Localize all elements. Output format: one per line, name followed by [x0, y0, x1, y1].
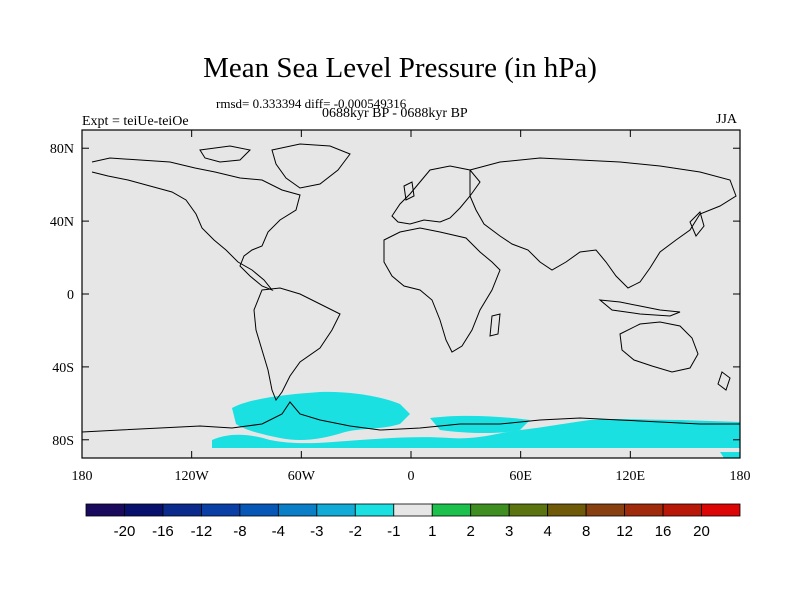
- colorbar-label: -3: [310, 523, 323, 540]
- colorbar-box: [470, 503, 510, 517]
- period-text: 0688kyr BP - 0688kyr BP: [322, 106, 468, 121]
- experiment-label: Expt = teiUe-teiOe: [82, 114, 189, 129]
- coast-uk: [403, 181, 415, 201]
- colorbar-box: [662, 503, 702, 517]
- colorbar-box: [508, 503, 549, 517]
- x-tick-label: 60W: [288, 469, 316, 484]
- stats-text: rmsd= 0.333394 diff= -0.000549316: [216, 96, 407, 111]
- colorbar: [85, 503, 741, 517]
- coast-africa: [383, 227, 501, 353]
- coast-australia: [619, 321, 699, 373]
- coast-antarctica: [81, 401, 740, 433]
- coast-canadian-arctic: [199, 145, 252, 163]
- colorbar-label: 3: [505, 523, 513, 540]
- colorbar-box: [701, 503, 741, 517]
- colorbar-label: 12: [616, 523, 633, 540]
- x-tick-label: 120W: [175, 469, 210, 484]
- x-tick-label: 0: [408, 469, 415, 484]
- colorbar-labels: -20 -16 -12 -8 -4 -3 -2 -1 1 2 3 4 8 12 …: [114, 523, 710, 540]
- coast-madagascar: [489, 313, 501, 337]
- y-tick-label: 80N: [50, 142, 74, 157]
- colorbar-label: -20: [114, 523, 136, 540]
- colorbar-box: [547, 503, 587, 517]
- colorbar-label: 4: [543, 523, 551, 540]
- colorbar-label: -12: [191, 523, 213, 540]
- colorbar-box: [201, 503, 241, 517]
- chart-title: Mean Sea Level Pressure (in hPa): [203, 52, 597, 84]
- y-tick-label: 80S: [52, 434, 74, 449]
- coast-europe: [391, 165, 481, 225]
- colorbar-box: [585, 503, 625, 517]
- colorbar-box: [162, 503, 202, 517]
- coast-north-america: [91, 157, 301, 292]
- x-tick-label: 120E: [616, 469, 646, 484]
- y-axis-labels: 80N 40N 0 40S 80S: [50, 142, 74, 449]
- colorbar-box: [277, 503, 318, 517]
- colorbar-box: [393, 503, 433, 517]
- colorbar-box: [239, 503, 279, 517]
- y-tick-label: 0: [67, 288, 74, 303]
- colorbar-box: [624, 503, 664, 517]
- colorbar-label: -4: [272, 523, 285, 540]
- colorbar-box: [431, 503, 472, 517]
- colorbar-label: -1: [387, 523, 400, 540]
- y-tick-label: 40S: [52, 361, 74, 376]
- colorbar-label: -2: [349, 523, 362, 540]
- coastlines: [81, 143, 740, 433]
- colorbar-box: [316, 503, 356, 517]
- y-tick-label: 40N: [50, 215, 74, 230]
- colorbar-box: [354, 503, 395, 517]
- colorbar-label: 2: [467, 523, 475, 540]
- colorbar-label: 8: [582, 523, 590, 540]
- colorbar-box: [124, 503, 164, 517]
- coast-south-america: [253, 287, 341, 402]
- colorbar-box: [85, 503, 125, 517]
- x-tick-label: 60E: [509, 469, 532, 484]
- colorbar-label: -8: [233, 523, 246, 540]
- coast-asia: [469, 157, 737, 289]
- anomaly-region-south: [212, 419, 740, 448]
- colorbar-label: 16: [655, 523, 672, 540]
- season-label: JJA: [716, 112, 738, 127]
- coast-new-zealand: [717, 371, 731, 391]
- x-tick-label: 180: [72, 469, 93, 484]
- axis-ticks: [81, 130, 741, 458]
- coast-greenland: [271, 143, 351, 189]
- colorbar-label: 1: [428, 523, 436, 540]
- colorbar-label: -16: [152, 523, 174, 540]
- map-plot-area: [82, 130, 740, 458]
- colorbar-label: 20: [693, 523, 710, 540]
- coast-indonesia: [598, 299, 681, 317]
- coast-japan: [689, 211, 705, 237]
- x-axis-labels: 180 120W 60W 0 60E 120E 180: [72, 469, 751, 484]
- anomaly-region-far-east: [720, 452, 740, 458]
- x-tick-label: 180: [730, 469, 751, 484]
